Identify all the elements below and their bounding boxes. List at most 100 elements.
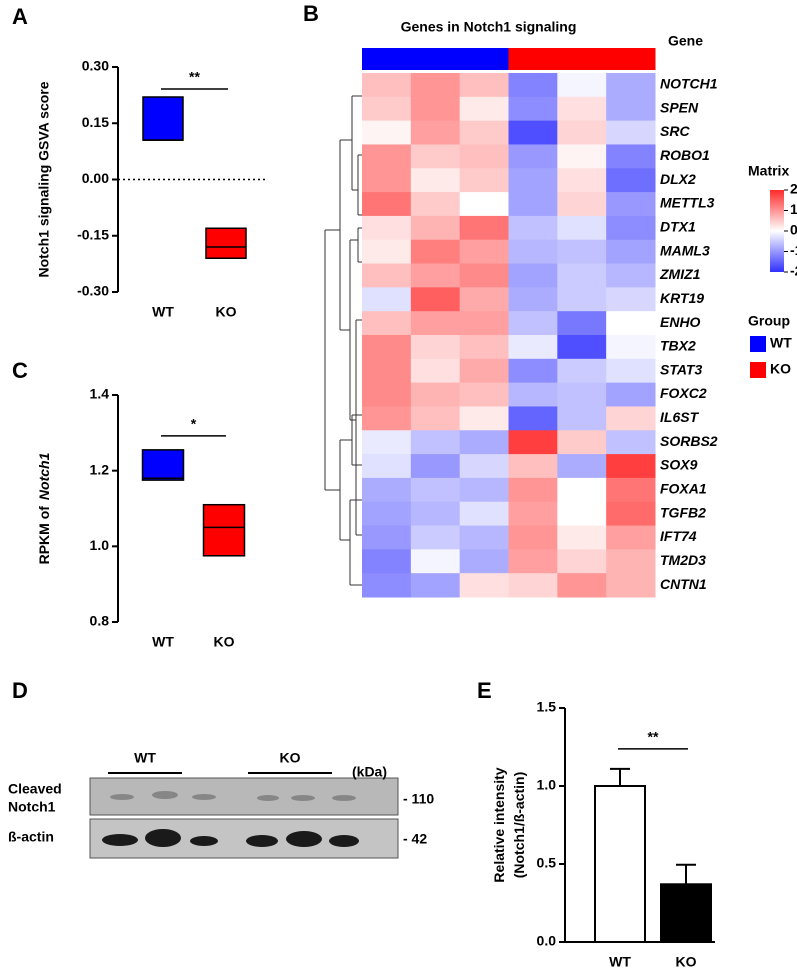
heatmap-cell: [508, 406, 558, 431]
heatmap-title: Genes in Notch1 signaling: [401, 19, 577, 35]
heatmap-cell: [606, 358, 656, 384]
legend-swatch: [750, 336, 766, 352]
heatmap-cell: [459, 525, 509, 550]
heatmap-cell: [508, 477, 558, 503]
heatmap-cell: [362, 144, 412, 169]
y-tick-label: 0.8: [90, 613, 110, 629]
heatmap-cell: [557, 96, 607, 122]
heatmap-cell: [557, 73, 607, 98]
heatmap-cell: [459, 501, 509, 527]
heatmap-cell: [508, 73, 558, 98]
blot-marker: - 42: [403, 831, 427, 847]
row-label: TBX2: [660, 338, 696, 354]
heatmap-cell: [362, 454, 412, 479]
colorbar-tick-label: 2: [790, 181, 797, 197]
heatmap-cell: [459, 73, 509, 98]
heatmap-cell: [410, 287, 461, 312]
heatmap-cell: [362, 263, 412, 288]
heatmap-cell: [410, 358, 461, 384]
heatmap-cell: [410, 311, 461, 336]
blot-row-label: ß-actin: [8, 829, 54, 845]
row-label: STAT3: [660, 361, 702, 377]
heatmap-cell: [410, 382, 461, 407]
x-tick-label: KO: [676, 954, 697, 970]
heatmap-cell: [606, 287, 656, 312]
row-label: TM2D3: [660, 552, 706, 568]
heatmap-cell: [557, 430, 607, 455]
heatmap-cell: [508, 335, 558, 360]
heatmap-cell: [459, 335, 509, 360]
heatmap-cell: [459, 287, 509, 312]
heatmap-cell: [508, 358, 558, 384]
western-blot: [89, 772, 399, 859]
heatmap-cell: [508, 382, 558, 407]
heatmap-cell: [362, 430, 412, 455]
group-bar: [459, 48, 509, 70]
heatmap-cell: [606, 168, 656, 193]
bar: [594, 785, 646, 943]
heatmap-cell: [508, 96, 558, 122]
heatmap-cell: [410, 144, 461, 169]
heatmap-cell: [606, 430, 656, 455]
y-tick-label: 1.5: [537, 699, 557, 715]
heatmap-cell: [508, 168, 558, 193]
heatmap-cell: [410, 501, 461, 527]
y-axis-label-part: RPKM of: [36, 506, 52, 565]
x-tick-label: KO: [214, 634, 235, 650]
y-tick-label: -0.15: [77, 226, 109, 242]
heatmap-cell: [557, 573, 607, 598]
heatmap-cell: [459, 263, 509, 288]
heatmap-cell: [508, 501, 558, 527]
heatmap-cell: [410, 525, 461, 550]
y-tick-label: 0.5: [537, 855, 557, 871]
y-tick-label: 1.0: [90, 537, 110, 553]
heatmap-cell: [557, 335, 607, 360]
heatmap-cell: [508, 215, 558, 241]
row-label: CNTN1: [660, 576, 707, 592]
heatmap-cell: [606, 144, 656, 169]
row-label: SRC: [660, 123, 690, 139]
heatmap-cell: [557, 311, 607, 336]
heatmap-cell: [459, 239, 509, 265]
panel-label: A: [12, 4, 28, 29]
panel-label: C: [12, 358, 28, 383]
row-label: ROBO1: [660, 147, 710, 163]
heatmap-cell: [606, 73, 656, 98]
heatmap-cell: [459, 477, 509, 503]
heatmap-cell: [557, 287, 607, 312]
heatmap-cell: [557, 525, 607, 550]
row-label: FOXC2: [660, 385, 707, 401]
heatmap-cell: [557, 120, 607, 145]
row-label: SORBS2: [660, 433, 718, 449]
box: [202, 503, 246, 557]
blot-marker: - 110: [403, 791, 434, 807]
heatmap-cell: [410, 573, 461, 598]
heatmap-cell: [410, 335, 461, 360]
heatmap-cell: [557, 549, 607, 574]
row-label: METTL3: [660, 195, 715, 211]
heatmap-cell: [410, 168, 461, 193]
heatmap-cell: [508, 287, 558, 312]
row-label: ENHO: [660, 314, 701, 330]
heatmap-cell: [606, 96, 656, 122]
heatmap-cell: [459, 358, 509, 384]
blot-row-label: Cleaved: [8, 781, 62, 797]
group-bar: [557, 48, 607, 70]
heatmap-cell: [410, 239, 461, 265]
box: [142, 96, 184, 141]
x-tick-label: KO: [216, 304, 237, 320]
blot-row-label: Notch1: [8, 799, 56, 815]
row-label: MAML3: [660, 242, 710, 258]
colorbar-tick-label: 0: [790, 222, 797, 238]
heatmap-cell: [606, 382, 656, 407]
heatmap-cell: [606, 573, 656, 598]
heatmap-cell: [557, 168, 607, 193]
colorbar-tick-label: -2: [790, 263, 797, 279]
heatmap-cell: [410, 477, 461, 503]
heatmap-cell: [459, 192, 509, 217]
notch1-bands: [110, 791, 356, 801]
heatmap-cell: [606, 406, 656, 431]
heatmap-cell: [606, 454, 656, 479]
significance-label: **: [189, 69, 200, 85]
heatmap-cell: [362, 549, 412, 574]
